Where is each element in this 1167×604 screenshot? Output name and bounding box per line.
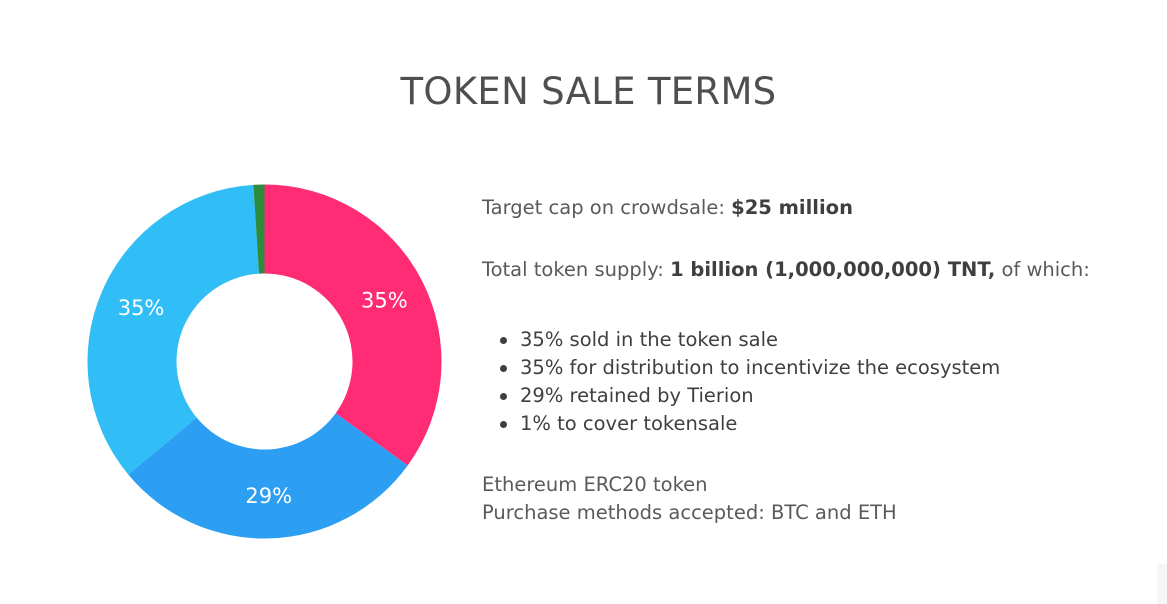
token-info: Target cap on crowdsale: $25 million Tot…	[482, 194, 1162, 527]
bullet-icon	[500, 421, 507, 428]
bullet-icon	[500, 393, 507, 400]
list-item: 35% for distribution to incentivize the …	[500, 354, 1162, 382]
list-item-text: 35% sold in the token sale	[520, 328, 779, 351]
target-cap-label: Target cap on crowdsale:	[482, 196, 732, 219]
token-supply-suffix: of which:	[995, 258, 1090, 281]
donut-slice-2	[87, 184, 259, 475]
token-supply-label: Total token supply:	[482, 258, 671, 281]
distribution-list: 35% sold in the token sale 35% for distr…	[482, 326, 1162, 438]
donut-slice-0	[264, 184, 442, 466]
bullet-icon	[500, 337, 507, 344]
page-title: TOKEN SALE TERMS	[400, 70, 777, 113]
bullet-icon	[500, 365, 507, 372]
slice-label-0: 35%	[361, 288, 408, 312]
list-item-text: 1% to cover tokensale	[520, 412, 738, 435]
target-cap-value: $25 million	[731, 196, 853, 219]
donut-slice-3	[253, 184, 265, 274]
slice-label-2: 35%	[118, 296, 165, 320]
token-supply-line: Total token supply: 1 billion (1,000,000…	[482, 256, 1162, 284]
list-item-text: 29% retained by Tierion	[520, 384, 754, 407]
donut-chart: 35% 29% 35%	[87, 184, 442, 539]
token-supply-value: 1 billion (1,000,000,000) TNT,	[670, 258, 996, 281]
list-item: 35% sold in the token sale	[500, 326, 1162, 354]
list-item: 1% to cover tokensale	[500, 410, 1162, 438]
list-item: 29% retained by Tierion	[500, 382, 1162, 410]
donut-slice-1	[128, 413, 408, 539]
slice-label-1: 29%	[245, 484, 292, 508]
purchase-methods-line: Purchase methods accepted: BTC and ETH	[482, 501, 897, 524]
target-cap-line: Target cap on crowdsale: $25 million	[482, 194, 1162, 222]
token-type-line: Ethereum ERC20 token	[482, 473, 708, 496]
corner-shadow	[1157, 564, 1167, 604]
list-item-text: 35% for distribution to incentivize the …	[520, 356, 1001, 379]
